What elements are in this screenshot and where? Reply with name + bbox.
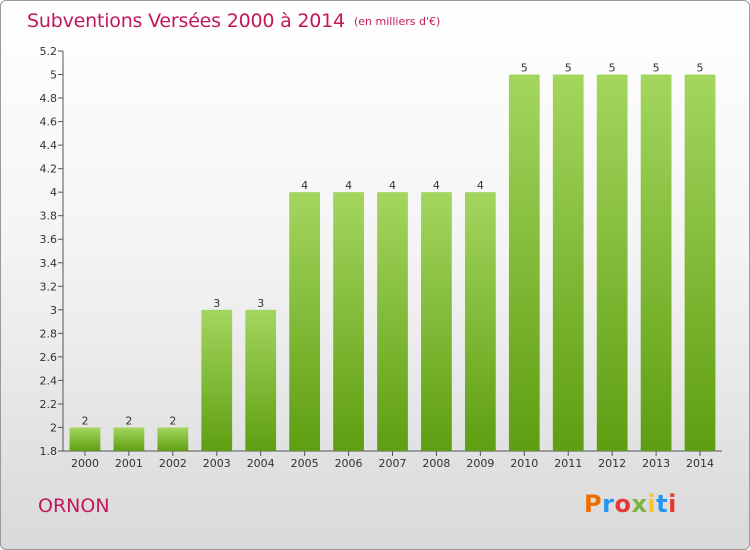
bar: [69, 427, 101, 451]
logo-letter: P: [584, 490, 603, 518]
y-tick-label: 4.4: [40, 139, 58, 152]
y-tick-label: 2: [50, 421, 57, 434]
y-tick-label: 2.4: [40, 374, 58, 387]
x-tick-label: 2008: [422, 457, 450, 470]
y-tick-label: 2.6: [40, 351, 58, 364]
logo-letter: t: [656, 490, 669, 518]
bar: [508, 74, 540, 451]
data-label: 4: [389, 179, 396, 192]
bar: [201, 309, 233, 451]
data-label: 3: [213, 297, 220, 310]
y-tick-label: 2.8: [40, 327, 58, 340]
bar: [157, 427, 189, 451]
logo-letter: x: [631, 490, 648, 518]
x-tick-label: 2011: [554, 457, 582, 470]
logo-letter: i: [647, 490, 657, 518]
x-tick-label: 2014: [686, 457, 714, 470]
bar: [596, 74, 628, 451]
x-tick-label: 2001: [115, 457, 143, 470]
data-label: 4: [433, 179, 440, 192]
data-label: 5: [565, 62, 572, 75]
y-tick-label: 3.6: [40, 233, 58, 246]
x-tick-label: 2004: [247, 457, 275, 470]
logo-letter: o: [614, 490, 632, 518]
y-tick-label: 3: [50, 304, 57, 317]
y-tick-label: 5.2: [40, 45, 58, 58]
data-label: 4: [301, 179, 308, 192]
bar: [113, 427, 145, 451]
chart-subtitle: (en milliers d'€): [354, 15, 441, 28]
data-label: 5: [697, 62, 704, 75]
bar: [245, 309, 277, 451]
x-tick-label: 2006: [335, 457, 363, 470]
y-tick-label: 4.6: [40, 116, 58, 129]
bar: [333, 192, 364, 452]
data-label: 5: [609, 62, 616, 75]
y-tick-label: 3.4: [40, 257, 58, 270]
x-tick-label: 2005: [291, 457, 319, 470]
data-label: 2: [169, 414, 176, 427]
bar: [552, 74, 584, 451]
x-tick-label: 2000: [71, 457, 99, 470]
data-label: 5: [653, 62, 660, 75]
logo-letter: i: [668, 490, 677, 518]
data-label: 3: [257, 297, 264, 310]
proxiti-logo: Proxiti: [584, 490, 677, 518]
y-tick-label: 4.2: [40, 163, 58, 176]
x-tick-label: 2002: [159, 457, 187, 470]
bar: [421, 192, 452, 452]
y-tick-label: 4: [50, 186, 57, 199]
x-tick-label: 2010: [510, 457, 538, 470]
bar: [377, 192, 408, 452]
bar: [289, 192, 321, 452]
data-label: 2: [81, 414, 88, 427]
bar: [684, 74, 716, 451]
bar: [640, 74, 672, 451]
y-tick-label: 1.8: [40, 445, 58, 458]
y-tick-label: 3.2: [40, 280, 58, 293]
y-tick-label: 5: [50, 69, 57, 82]
data-label: 4: [345, 179, 352, 192]
y-tick-label: 2.2: [40, 398, 58, 411]
y-tick-label: 3.8: [40, 210, 58, 223]
x-tick-label: 2009: [466, 457, 494, 470]
chart-title: Subventions Versées 2000 à 2014: [27, 10, 345, 32]
logo-letter: r: [602, 490, 615, 518]
x-tick-label: 2013: [642, 457, 670, 470]
data-label: 2: [125, 414, 132, 427]
x-tick-label: 2012: [598, 457, 626, 470]
data-label: 4: [477, 179, 484, 192]
x-tick-label: 2007: [379, 457, 407, 470]
y-tick-label: 4.8: [40, 92, 58, 105]
x-tick-label: 2003: [203, 457, 231, 470]
place-name: ORNON: [38, 495, 110, 517]
bar: [464, 192, 496, 452]
data-label: 5: [521, 62, 528, 75]
